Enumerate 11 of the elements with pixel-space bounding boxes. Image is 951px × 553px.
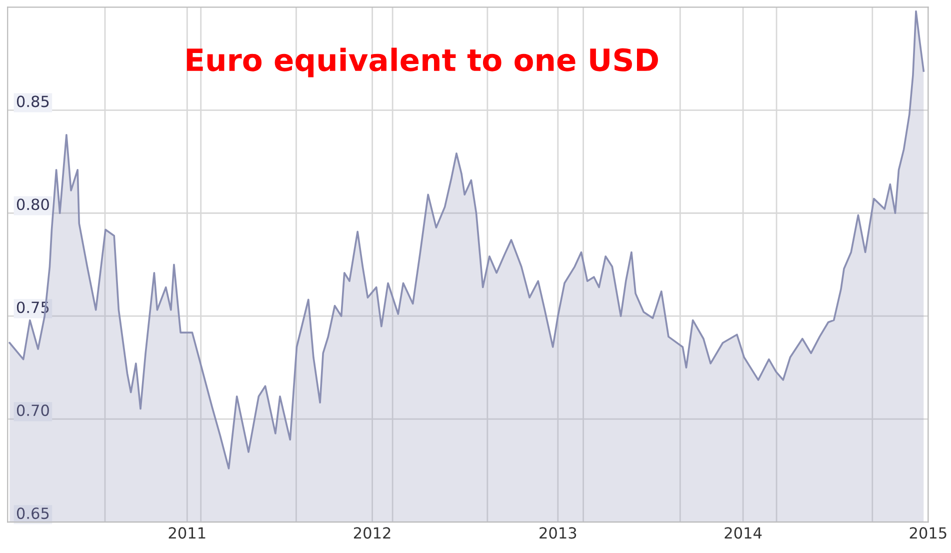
- y-tick-label: 0.70: [16, 404, 49, 416]
- text: Euro equivalent to one USD: [186, 48, 658, 78]
- y-tick-label: 0.80: [16, 198, 49, 210]
- x-tick-label: 2013: [540, 527, 576, 539]
- y-tick-label: 0.65: [16, 508, 49, 520]
- x-tick-label: 2014: [724, 527, 762, 539]
- x-tick-label: 2015: [910, 527, 946, 539]
- y-tick-label: 0.75: [16, 302, 49, 314]
- y-tick-label: 0.85: [16, 96, 49, 108]
- x-tick-label: 2012: [354, 527, 390, 539]
- x-tick-label: 2011: [168, 527, 206, 539]
